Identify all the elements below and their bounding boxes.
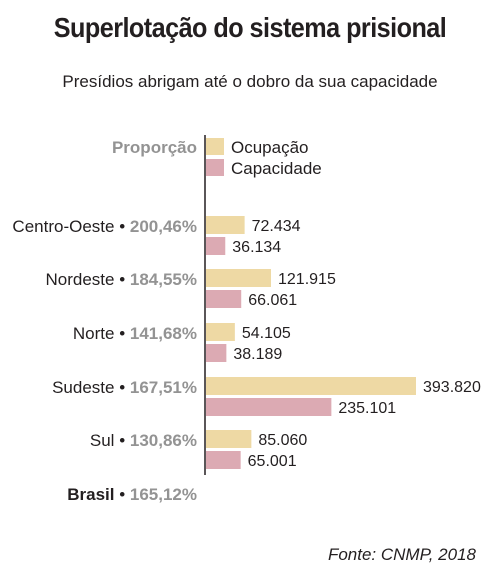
chart-title: Superlotação do sistema prisional	[53, 12, 447, 43]
bar-capacidade	[206, 237, 226, 255]
legend-title: Proporção	[112, 138, 197, 157]
value-label-ocupacao: 72.434	[252, 218, 301, 235]
category-bullet: •	[114, 324, 129, 343]
category-bullet: •	[114, 217, 129, 236]
value-label-ocupacao: 121.915	[278, 271, 336, 288]
total-proportion: 165,12%	[130, 485, 197, 504]
value-label-capacidade: 65.001	[248, 453, 297, 470]
total-label: Brasil • 165,12%	[67, 485, 197, 504]
legend-swatch-capacidade	[206, 159, 224, 176]
category-bullet: •	[114, 378, 129, 397]
value-label-capacidade: 66.061	[248, 292, 297, 309]
value-label-ocupacao: 54.105	[242, 325, 291, 342]
category-name: Centro-Oeste	[12, 217, 114, 236]
value-label-ocupacao: 393.820	[423, 379, 481, 396]
category-label: Sul • 130,86%	[90, 431, 197, 450]
category-name: Sul	[90, 431, 115, 450]
bar-ocupacao	[206, 430, 252, 448]
bar-capacidade	[206, 451, 241, 469]
category-label: Sudeste • 167,51%	[52, 378, 197, 397]
category-bullet: •	[114, 431, 129, 450]
value-label-capacidade: 38.189	[233, 346, 282, 363]
legend-label-ocupacao: Ocupação	[231, 138, 309, 157]
bar-ocupacao	[206, 216, 245, 234]
bar-capacidade	[206, 290, 242, 308]
category-label: Nordeste • 184,55%	[45, 270, 197, 289]
category-name: Sudeste	[52, 378, 114, 397]
value-label-ocupacao: 85.060	[258, 432, 307, 449]
bar-ocupacao	[206, 269, 272, 287]
bar-capacidade	[206, 398, 332, 416]
category-label: Norte • 141,68%	[73, 324, 197, 343]
value-label-capacidade: 36.134	[232, 239, 281, 256]
legend-label-capacidade: Capacidade	[231, 159, 322, 178]
category-proportion: 184,55%	[130, 270, 197, 289]
total-name: Brasil	[67, 485, 114, 504]
bar-ocupacao	[206, 323, 235, 341]
category-label: Centro-Oeste • 200,46%	[12, 217, 197, 236]
chart-subtitle: Presídios abrigam até o dobro da sua cap…	[62, 72, 438, 91]
category-proportion: 200,46%	[130, 217, 197, 236]
category-name: Nordeste	[45, 270, 114, 289]
category-name: Norte	[73, 324, 115, 343]
category-bullet: •	[114, 270, 129, 289]
value-label-capacidade: 235.101	[338, 400, 396, 417]
category-proportion: 167,51%	[130, 378, 197, 397]
bar-ocupacao	[206, 377, 416, 395]
bar-capacidade	[206, 344, 227, 362]
legend-swatch-ocupacao	[206, 138, 224, 155]
source-note: Fonte: CNMP, 2018	[327, 545, 476, 564]
category-proportion: 130,86%	[130, 431, 197, 450]
category-proportion: 141,68%	[130, 324, 197, 343]
total-bullet: •	[114, 485, 129, 504]
